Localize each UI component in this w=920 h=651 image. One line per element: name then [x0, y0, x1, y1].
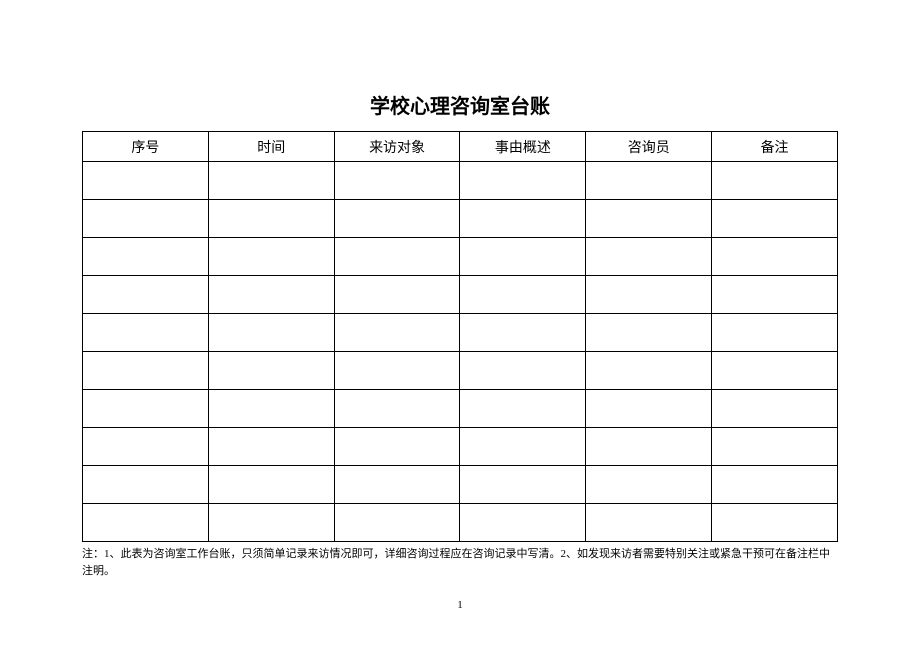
table-cell — [208, 238, 334, 276]
table-cell — [83, 466, 209, 504]
table-cell — [83, 504, 209, 542]
table-cell — [334, 238, 460, 276]
table-cell — [83, 238, 209, 276]
table-cell — [83, 162, 209, 200]
table-cell — [208, 466, 334, 504]
table-cell — [208, 276, 334, 314]
footnote: 注：1、此表为咨询室工作台账，只须简单记录来访情况即可，详细咨询过程应在咨询记录… — [82, 546, 838, 579]
table-row — [83, 276, 838, 314]
table-cell — [334, 352, 460, 390]
page-number: 1 — [0, 599, 920, 611]
table-cell — [83, 276, 209, 314]
table-cell — [586, 390, 712, 428]
table-cell — [712, 314, 838, 352]
col-header-remark: 备注 — [712, 132, 838, 162]
table-cell — [712, 200, 838, 238]
table-row — [83, 504, 838, 542]
page-title: 学校心理咨询室台账 — [82, 90, 838, 119]
table-cell — [334, 428, 460, 466]
table-cell — [586, 428, 712, 466]
table-cell — [586, 200, 712, 238]
table-cell — [712, 238, 838, 276]
table-cell — [334, 200, 460, 238]
table-cell — [460, 428, 586, 466]
table-cell — [334, 162, 460, 200]
col-header-time: 时间 — [208, 132, 334, 162]
table-cell — [208, 428, 334, 466]
table-cell — [83, 352, 209, 390]
table-cell — [712, 504, 838, 542]
table-cell — [586, 466, 712, 504]
table-row — [83, 352, 838, 390]
table-cell — [460, 390, 586, 428]
table-cell — [712, 276, 838, 314]
table-body — [83, 162, 838, 542]
table-cell — [83, 428, 209, 466]
table-cell — [712, 428, 838, 466]
table-row — [83, 200, 838, 238]
table-cell — [208, 200, 334, 238]
table-cell — [586, 162, 712, 200]
col-header-seq: 序号 — [83, 132, 209, 162]
col-header-reason: 事由概述 — [460, 132, 586, 162]
col-header-visitor: 来访对象 — [334, 132, 460, 162]
table-cell — [460, 162, 586, 200]
table-cell — [334, 314, 460, 352]
table-cell — [712, 352, 838, 390]
table-cell — [83, 314, 209, 352]
table-cell — [208, 390, 334, 428]
table-cell — [586, 314, 712, 352]
table-cell — [208, 162, 334, 200]
page-container: 学校心理咨询室台账 序号 时间 来访对象 事由概述 咨询员 备注 注：1、此表为… — [0, 0, 920, 579]
table-cell — [334, 276, 460, 314]
table-row — [83, 428, 838, 466]
table-header-row: 序号 时间 来访对象 事由概述 咨询员 备注 — [83, 132, 838, 162]
table-cell — [83, 200, 209, 238]
table-cell — [460, 200, 586, 238]
table-row — [83, 162, 838, 200]
table-cell — [83, 390, 209, 428]
table-cell — [334, 390, 460, 428]
table-row — [83, 238, 838, 276]
table-cell — [586, 504, 712, 542]
table-cell — [460, 238, 586, 276]
table-cell — [712, 466, 838, 504]
ledger-table: 序号 时间 来访对象 事由概述 咨询员 备注 — [82, 131, 838, 542]
table-cell — [334, 504, 460, 542]
table-cell — [712, 162, 838, 200]
table-cell — [712, 390, 838, 428]
table-cell — [586, 238, 712, 276]
table-cell — [208, 504, 334, 542]
table-cell — [334, 466, 460, 504]
table-row — [83, 390, 838, 428]
table-row — [83, 466, 838, 504]
table-cell — [460, 314, 586, 352]
table-cell — [460, 352, 586, 390]
table-cell — [586, 352, 712, 390]
table-cell — [460, 504, 586, 542]
table-cell — [460, 466, 586, 504]
table-cell — [586, 276, 712, 314]
col-header-counselor: 咨询员 — [586, 132, 712, 162]
table-cell — [460, 276, 586, 314]
table-cell — [208, 352, 334, 390]
table-cell — [208, 314, 334, 352]
table-row — [83, 314, 838, 352]
